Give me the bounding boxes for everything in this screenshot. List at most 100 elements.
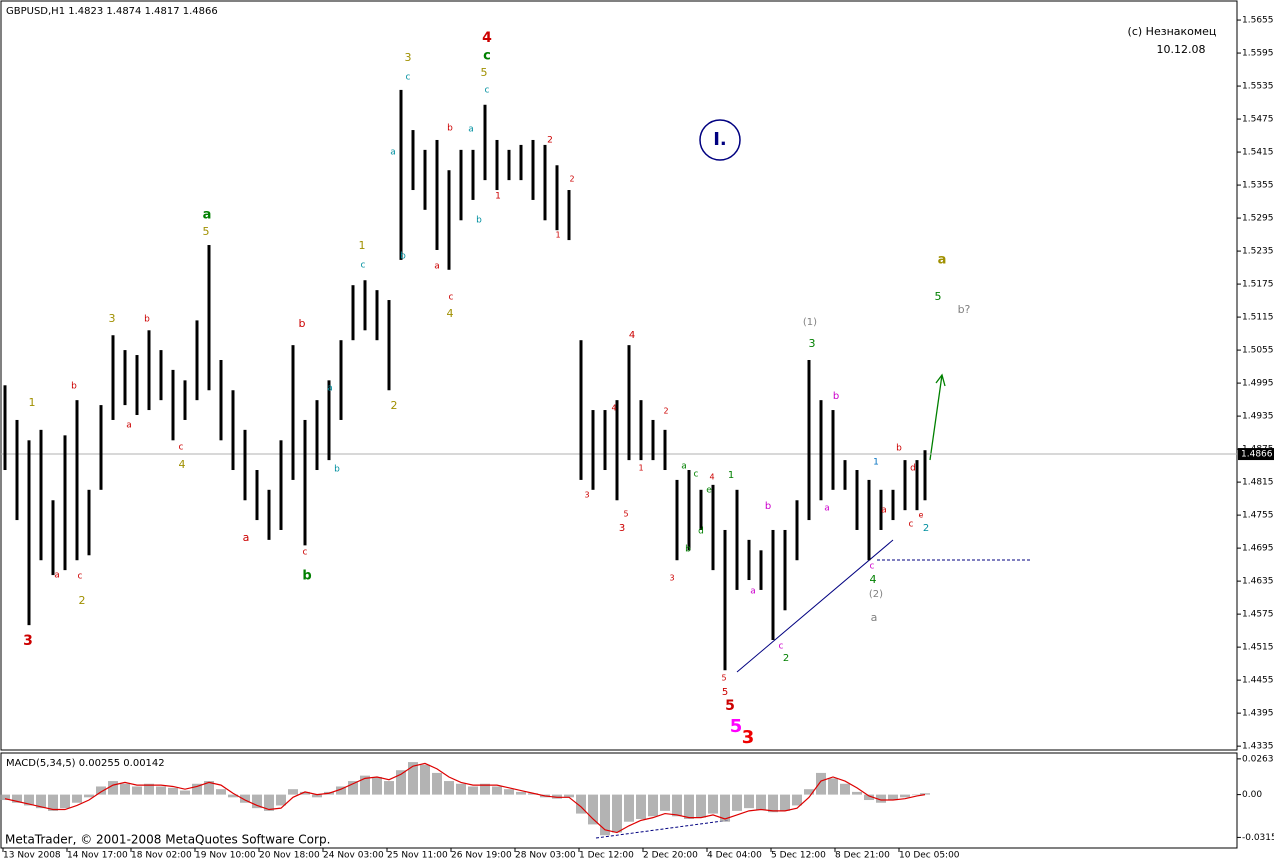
wave-label: b [833, 391, 839, 402]
macd-bar [648, 794, 658, 817]
wave-label: 2 [783, 653, 789, 664]
x-tick-label: 4 Dec 04:00 [707, 851, 762, 861]
price-bar [3, 385, 7, 471]
wave-label: c [694, 470, 699, 480]
wave-label: a [938, 253, 947, 268]
wave-label: 5 [722, 687, 728, 698]
y-tick-label: 0.02638 [1242, 754, 1274, 764]
x-tick-label: 10 Dec 05:00 [899, 851, 960, 861]
macd-bar [312, 794, 322, 798]
wave-label: c [779, 642, 784, 652]
price-bar [399, 89, 403, 260]
macd-bar [36, 794, 46, 809]
wave-label: c [485, 86, 490, 96]
price-bar [723, 529, 727, 671]
macd-bar [732, 794, 742, 811]
wave-label: a [390, 148, 396, 158]
y-tick-label: 1.5235 [1242, 247, 1274, 257]
wave-label: b [896, 444, 902, 454]
y-tick-label: 1.4635 [1242, 577, 1274, 587]
forecast-arrow [929, 373, 946, 461]
price-bar [243, 429, 247, 501]
y-tick-label: 1.4395 [1242, 709, 1274, 719]
macd-bar [24, 794, 34, 806]
wave-label: 2 [391, 399, 398, 412]
macd-bar [240, 794, 250, 803]
price-bar [903, 460, 907, 511]
macd-bar [552, 794, 562, 799]
macd-bar [96, 786, 106, 795]
wave-label: b [144, 315, 150, 325]
macd-bar [432, 772, 442, 795]
y-tick-label: 1.4455 [1242, 676, 1274, 686]
current-price-box [1238, 448, 1274, 461]
wave-label: b [334, 465, 340, 475]
price-bar [579, 340, 583, 480]
macd-bar [840, 783, 850, 795]
current-price-label: 1.4866 [1241, 450, 1273, 460]
wave-label: 5 [203, 225, 210, 238]
macd-bar [696, 794, 706, 818]
wave-label: a [750, 587, 756, 597]
price-bar [279, 440, 283, 530]
price-panel [0, 0, 1238, 751]
signal-line [4, 762, 926, 834]
x-tick-label: 8 Dec 21:00 [835, 851, 890, 861]
x-tick-label: 5 Dec 12:00 [771, 851, 826, 861]
wave-circle [699, 119, 741, 161]
x-tick-label: 28 Nov 03:00 [515, 851, 576, 861]
price-bar [147, 330, 151, 411]
macd-bar [564, 794, 574, 798]
macd-bar [660, 794, 670, 811]
wave-label: 4 [482, 30, 492, 46]
price-bar [627, 345, 631, 461]
macd-bar [516, 791, 526, 795]
wave-label: 3 [809, 337, 816, 350]
wave-label: b [400, 252, 406, 262]
macd-bar [48, 794, 58, 811]
wave-label: b [71, 382, 77, 392]
macd-bar [636, 794, 646, 819]
macd-bar [684, 794, 694, 819]
macd-bar [624, 794, 634, 822]
price-bar [531, 139, 535, 200]
price-bar [639, 400, 643, 461]
wave-label: c [909, 520, 914, 530]
wave-label: a [871, 611, 878, 624]
y-tick-label: 1.4695 [1242, 544, 1274, 554]
wave-label: 2 [663, 407, 668, 416]
price-bar [567, 190, 571, 241]
price-bar [195, 320, 199, 401]
y-tick-label: 1.5475 [1242, 115, 1274, 125]
wave-label: 3 [742, 727, 755, 748]
y-tick-label: 1.4575 [1242, 610, 1274, 620]
wave-label: a [243, 531, 250, 544]
macd-bar [120, 783, 130, 795]
wave-label: a [203, 208, 212, 223]
price-bar [735, 489, 739, 590]
macd-bar [192, 783, 202, 795]
y-tick-label: 1.5355 [1242, 181, 1274, 191]
price-bar [183, 380, 187, 420]
macd-bar [132, 786, 142, 795]
wave-label: 2 [79, 594, 86, 607]
x-tick-label: 13 Nov 2008 [3, 851, 61, 861]
wave-label: e [919, 511, 924, 520]
macd-bar [852, 791, 862, 795]
price-bar [375, 290, 379, 341]
x-tick-label: 24 Nov 03:00 [323, 851, 384, 861]
macd-bar [420, 764, 430, 795]
price-bar [291, 345, 295, 480]
wave-label: 1 [495, 192, 501, 202]
x-tick-label: 25 Nov 11:00 [387, 851, 448, 861]
price-bar [831, 410, 835, 490]
macd-bar [252, 794, 262, 809]
macd-bar [156, 786, 166, 795]
y-tick-label: 1.5655 [1242, 16, 1274, 26]
wave-label: 5 [730, 716, 743, 737]
wave-label: b? [958, 303, 971, 316]
wave-label: 3 [619, 523, 625, 534]
wave-label: a [468, 125, 474, 135]
price-bar [363, 280, 367, 331]
wave-label: 4 [611, 404, 616, 413]
